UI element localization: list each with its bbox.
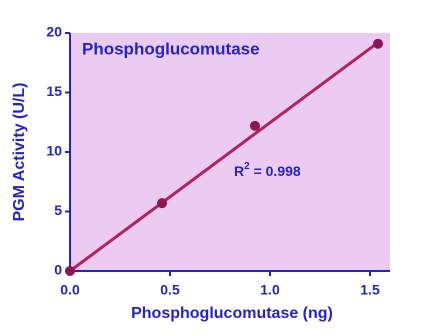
data-point — [65, 266, 75, 276]
chart-title: Phosphoglucomutase — [82, 39, 260, 58]
annotation: R2 = 0.998 — [234, 161, 301, 179]
x-tick-label: 1.0 — [260, 282, 280, 298]
annotation-rest: = 0.998 — [250, 163, 301, 179]
y-axis-label: PGM Activity (U/L) — [11, 83, 28, 222]
fit-line — [69, 41, 379, 273]
y-tick-label: 5 — [54, 202, 62, 218]
data-point — [250, 120, 260, 131]
y-tick-label: 15 — [46, 83, 62, 99]
annotation-sup: 2 — [244, 161, 250, 172]
x-tick-label: 0.5 — [160, 282, 180, 298]
data-point — [373, 38, 383, 49]
x-tick-label: 1.5 — [360, 282, 380, 298]
y-tick-label: 20 — [46, 24, 62, 40]
annotation-base: R — [234, 163, 244, 179]
y-tick-label: 10 — [46, 143, 62, 159]
y-tick-label: 0 — [54, 262, 62, 278]
x-tick-label: 0.0 — [60, 282, 80, 298]
x-axis-label: Phosphoglucomutase (ng) — [131, 305, 333, 322]
data-point — [157, 198, 167, 209]
